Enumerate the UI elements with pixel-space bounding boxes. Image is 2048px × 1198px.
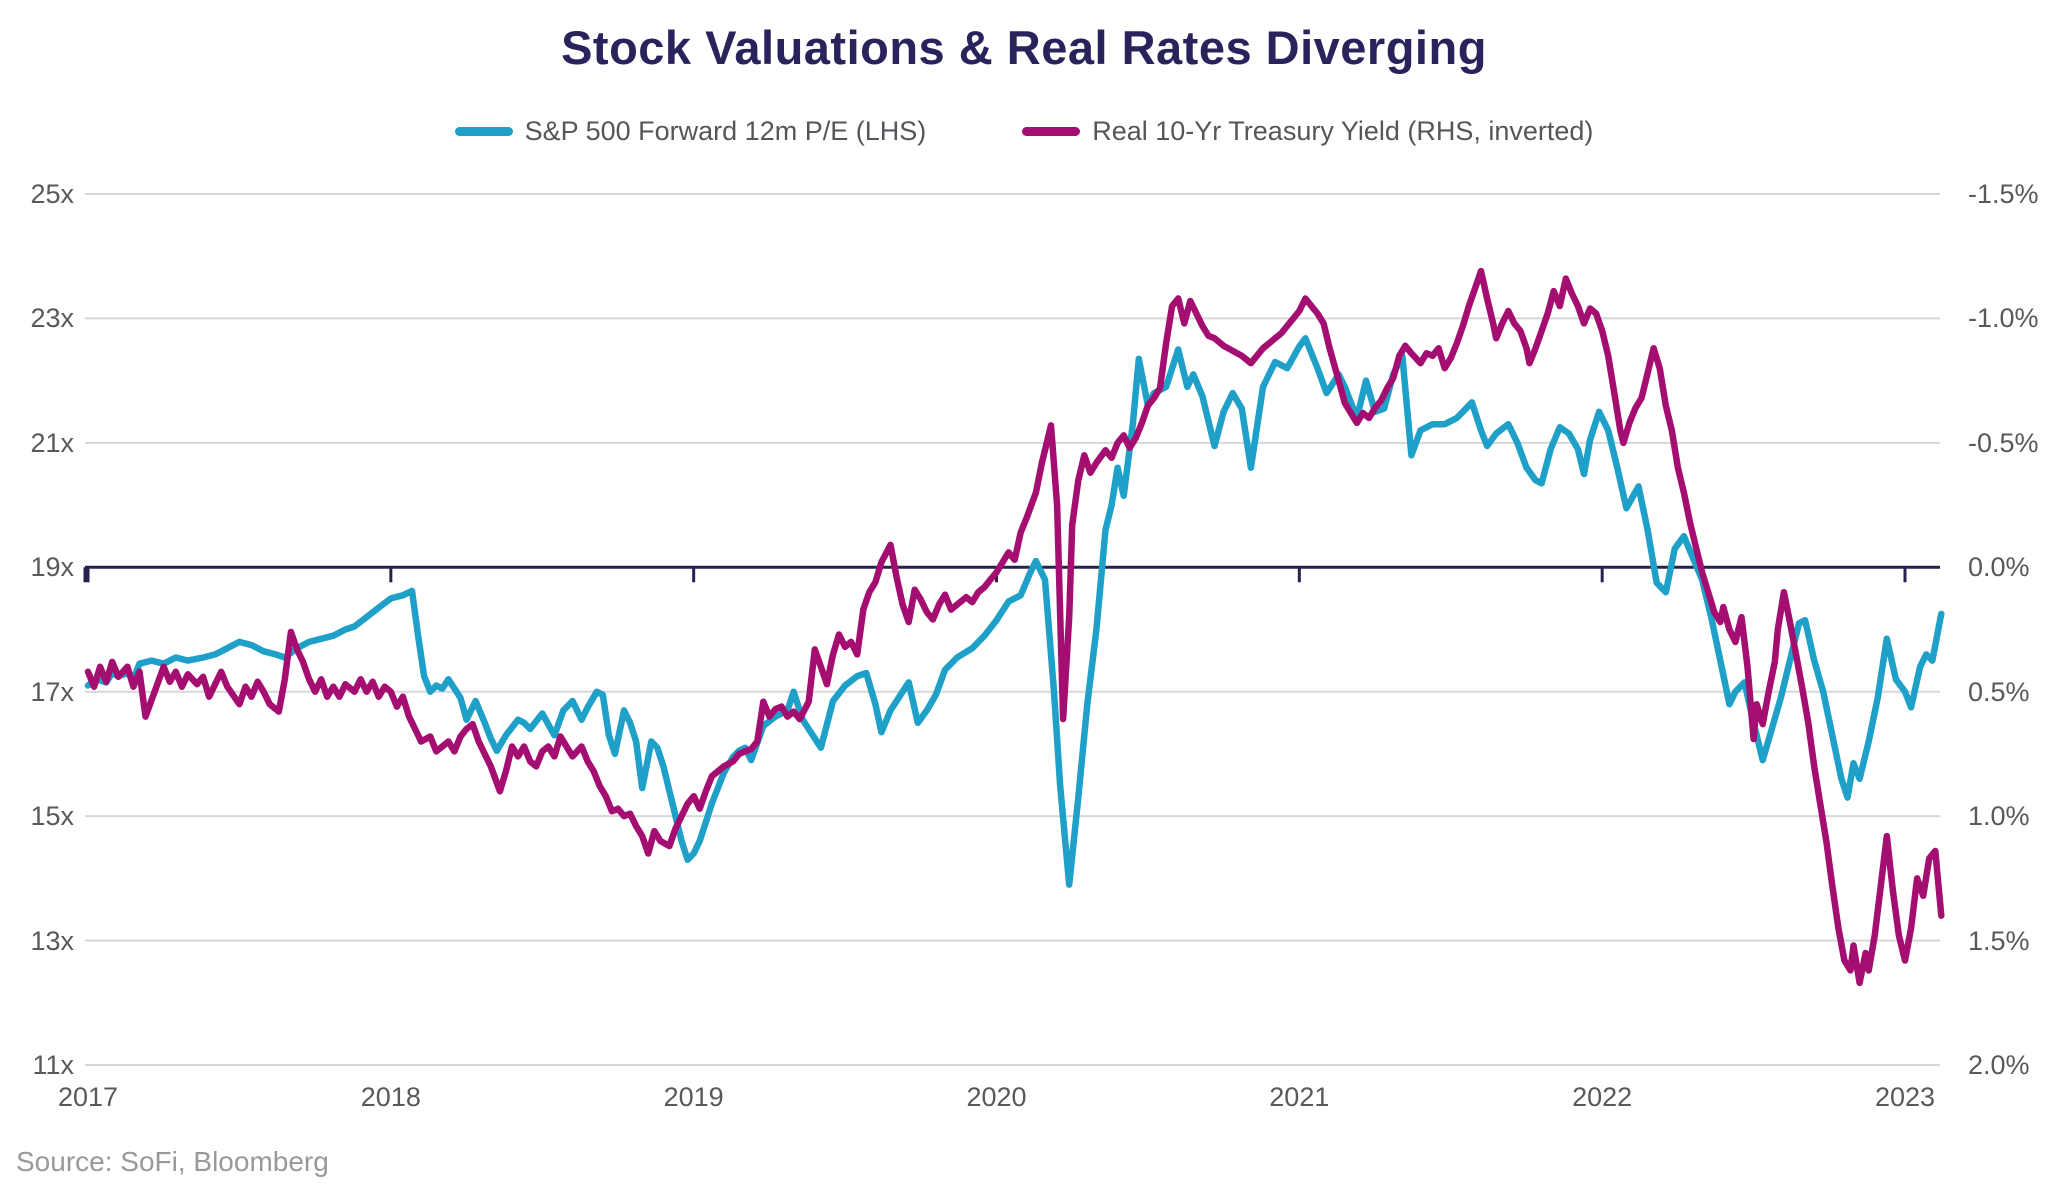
left-axis-tick-19x: 19x [30,552,74,583]
left-axis-tick-15x: 15x [30,801,74,832]
x-axis-tick-2021: 2021 [1269,1082,1330,1112]
x-axis-tick-2023: 2023 [1874,1082,1936,1112]
right-axis-tick-1.5%: 1.5% [1968,925,2030,956]
right-axis-tick--1.0%: -1.0% [1968,303,2039,334]
page-title: Stock Valuations & Real Rates Diverging [561,21,1487,74]
right-axis-tick-0.0%: 0.0% [1968,552,2030,583]
source-note: Source: SoFi, Bloomberg [16,1146,329,1177]
legend-label: Real 10-Yr Treasury Yield (RHS, inverted… [1092,116,1594,146]
x-axis-tick-2020: 2020 [966,1082,1027,1112]
right-axis-tick-1.0%: 1.0% [1968,801,2030,832]
legend-label: S&P 500 Forward 12m P/E (LHS) [524,116,927,146]
legend-item-0: S&P 500 Forward 12m P/E (LHS) [454,116,927,147]
legend-swatch-icon [454,127,513,136]
series-line-1 [84,267,1945,987]
legend: S&P 500 Forward 12m P/E (LHS) Real 10-Yr … [0,116,2048,147]
left-axis-tick-25x: 25x [30,179,74,209]
series-line-0 [84,335,1945,888]
right-axis-tick-2.0%: 2.0% [1968,1050,2030,1080]
legend-swatch-icon [1022,127,1081,136]
left-axis-tick-13x: 13x [30,925,74,956]
x-axis-tick-2018: 2018 [360,1082,421,1112]
left-axis-tick-17x: 17x [30,676,74,707]
right-axis-tick-0.5%: 0.5% [1968,676,2030,707]
left-axis-tick-21x: 21x [30,427,74,458]
x-axis-tick-2017: 2017 [57,1082,119,1112]
left-axis-tick-23x: 23x [30,303,74,334]
right-axis-tick--0.5%: -0.5% [1968,427,2039,458]
x-axis-tick-2019: 2019 [663,1082,724,1112]
left-axis-tick-11x: 11x [32,1050,74,1080]
x-axis-tick-2022: 2022 [1572,1082,1633,1112]
right-axis-tick--1.5%: -1.5% [1968,179,2039,209]
legend-item-1: Real 10-Yr Treasury Yield (RHS, inverted… [1022,116,1593,147]
